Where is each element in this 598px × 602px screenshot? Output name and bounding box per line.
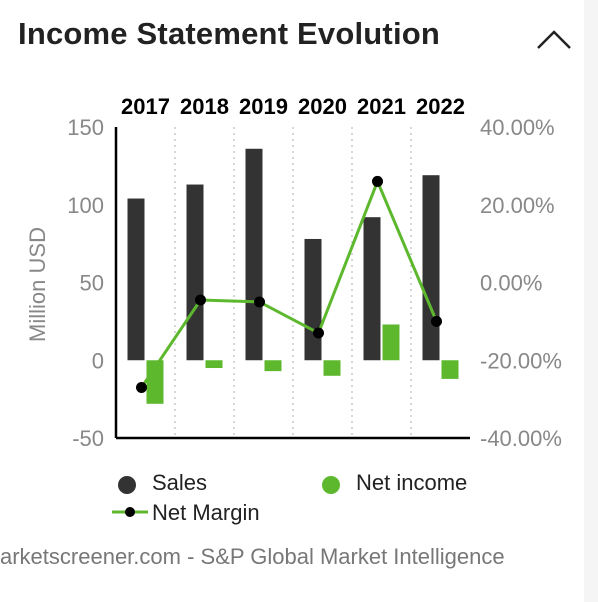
year-label: 2021 xyxy=(357,94,406,119)
year-label: 2020 xyxy=(298,94,347,119)
net-margin-point xyxy=(254,296,265,308)
year-label: 2019 xyxy=(239,94,288,119)
y-tick-label: -50 xyxy=(72,426,104,451)
net-margin-point xyxy=(431,315,442,327)
collapse-button[interactable] xyxy=(534,24,574,54)
income-chart: 150 100 50 0 -50 40.00% 20.00% 0.00% -20.00% -40.… xyxy=(0,80,598,465)
chart-legend: Sales Net income Net Margin xyxy=(0,466,598,536)
y-tick-label: 100 xyxy=(67,193,104,218)
scrollbar[interactable] xyxy=(584,0,598,602)
sales-bar xyxy=(245,148,263,361)
source-credit: arketscreener.com - S&P Global Market In… xyxy=(0,544,505,569)
y2-tick-label: -40.00% xyxy=(480,426,562,451)
net-margin-point xyxy=(136,381,147,393)
sales-bar xyxy=(186,184,204,361)
net-income-bar xyxy=(441,360,459,379)
legend-net-income-marker xyxy=(322,476,340,494)
sales-bar xyxy=(363,217,381,361)
legend-net-margin-label: Net Margin xyxy=(152,500,260,525)
year-label: 2017 xyxy=(121,94,170,119)
net-margin-point xyxy=(313,327,324,339)
year-label: 2022 xyxy=(416,94,465,119)
y2-tick-label: -20.00% xyxy=(480,348,562,373)
year-label: 2018 xyxy=(180,94,229,119)
net-income-bar xyxy=(382,324,400,361)
legend-net-income-label: Net income xyxy=(356,470,468,495)
net-margin-point xyxy=(372,175,383,187)
net-margin-point xyxy=(195,294,206,306)
y2-tick-label: 40.00% xyxy=(480,115,555,140)
sales-bar xyxy=(304,238,322,361)
net-income-bar xyxy=(323,360,341,376)
sales-bar xyxy=(127,198,145,361)
y-axis-title: Million USD xyxy=(25,227,50,342)
legend-sales-label: Sales xyxy=(152,470,208,495)
widget-header: Income Statement Evolution xyxy=(18,16,578,64)
net-income-bar xyxy=(205,360,223,369)
chart-svg: 150 100 50 0 -50 40.00% 20.00% 0.00% -20.00% -40.… xyxy=(25,94,562,451)
legend-net-margin-marker xyxy=(112,507,148,517)
y2-tick-label: 20.00% xyxy=(480,193,555,218)
y-tick-label: 150 xyxy=(67,115,104,140)
net-margin-line xyxy=(140,177,438,389)
y2-tick-label: 0.00% xyxy=(480,271,542,296)
legend-sales-marker xyxy=(118,476,136,494)
y-tick-label: 50 xyxy=(80,271,104,296)
net-income-bar xyxy=(264,360,282,372)
y-tick-label: 0 xyxy=(92,348,104,373)
sales-bar xyxy=(422,175,440,361)
widget-title: Income Statement Evolution xyxy=(18,16,441,51)
chevron-up-icon xyxy=(537,30,571,49)
